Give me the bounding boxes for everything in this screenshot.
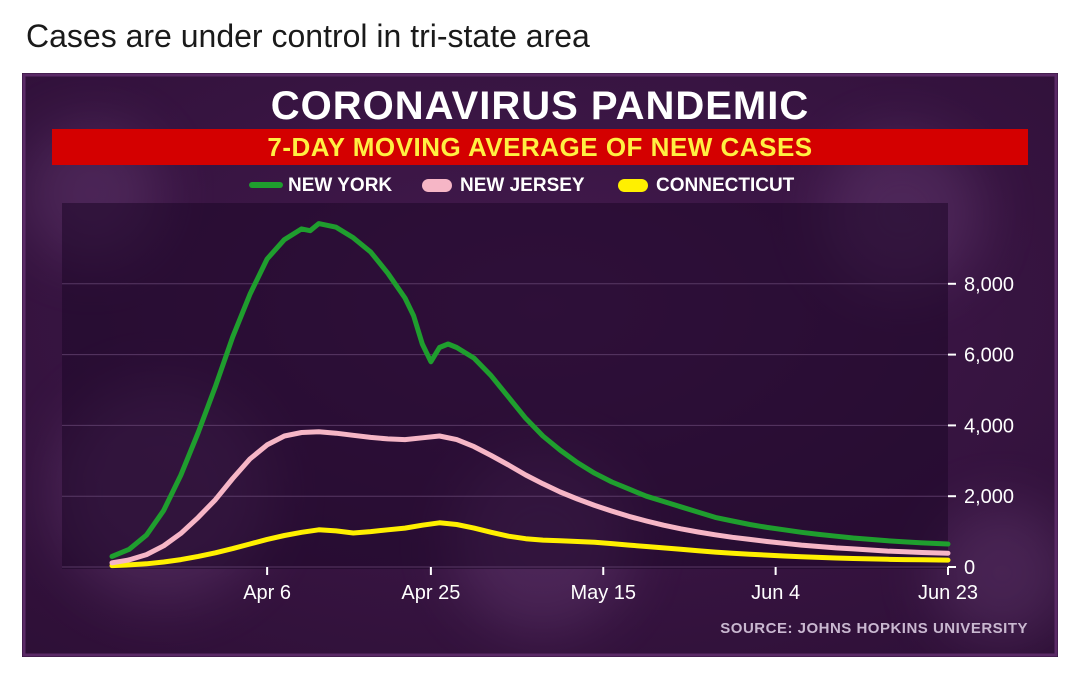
plot-background [62, 203, 948, 569]
y-tick-label: 0 [964, 557, 975, 579]
y-tick-label: 6,000 [964, 345, 1014, 367]
chart-panel: CORONAVIRUS PANDEMIC 7-DAY MOVING AVERAGE… [22, 73, 1058, 657]
legend-swatch [618, 179, 648, 192]
x-tick-label: Jun 4 [751, 582, 800, 604]
y-tick-label: 2,000 [964, 486, 1014, 508]
legend-label: NEW JERSEY [460, 175, 585, 196]
x-tick-label: Jun 23 [918, 582, 978, 604]
page-headline: Cases are under control in tri-state are… [26, 18, 1058, 55]
x-tick-label: May 15 [570, 582, 636, 604]
chart-subtitle: 7-DAY MOVING AVERAGE OF NEW CASES [267, 132, 812, 162]
chart-svg: CORONAVIRUS PANDEMIC 7-DAY MOVING AVERAGE… [22, 73, 1058, 657]
x-tick-label: Apr 6 [243, 582, 291, 604]
y-tick-label: 8,000 [964, 274, 1014, 296]
chart-title: CORONAVIRUS PANDEMIC [271, 84, 810, 128]
chart-source: SOURCE: JOHNS HOPKINS UNIVERSITY [720, 620, 1028, 637]
legend-label: NEW YORK [288, 175, 392, 196]
legend-swatch [422, 179, 452, 192]
x-tick-label: Apr 25 [401, 582, 460, 604]
legend-label: CONNECTICUT [656, 175, 795, 196]
y-tick-label: 4,000 [964, 415, 1014, 437]
